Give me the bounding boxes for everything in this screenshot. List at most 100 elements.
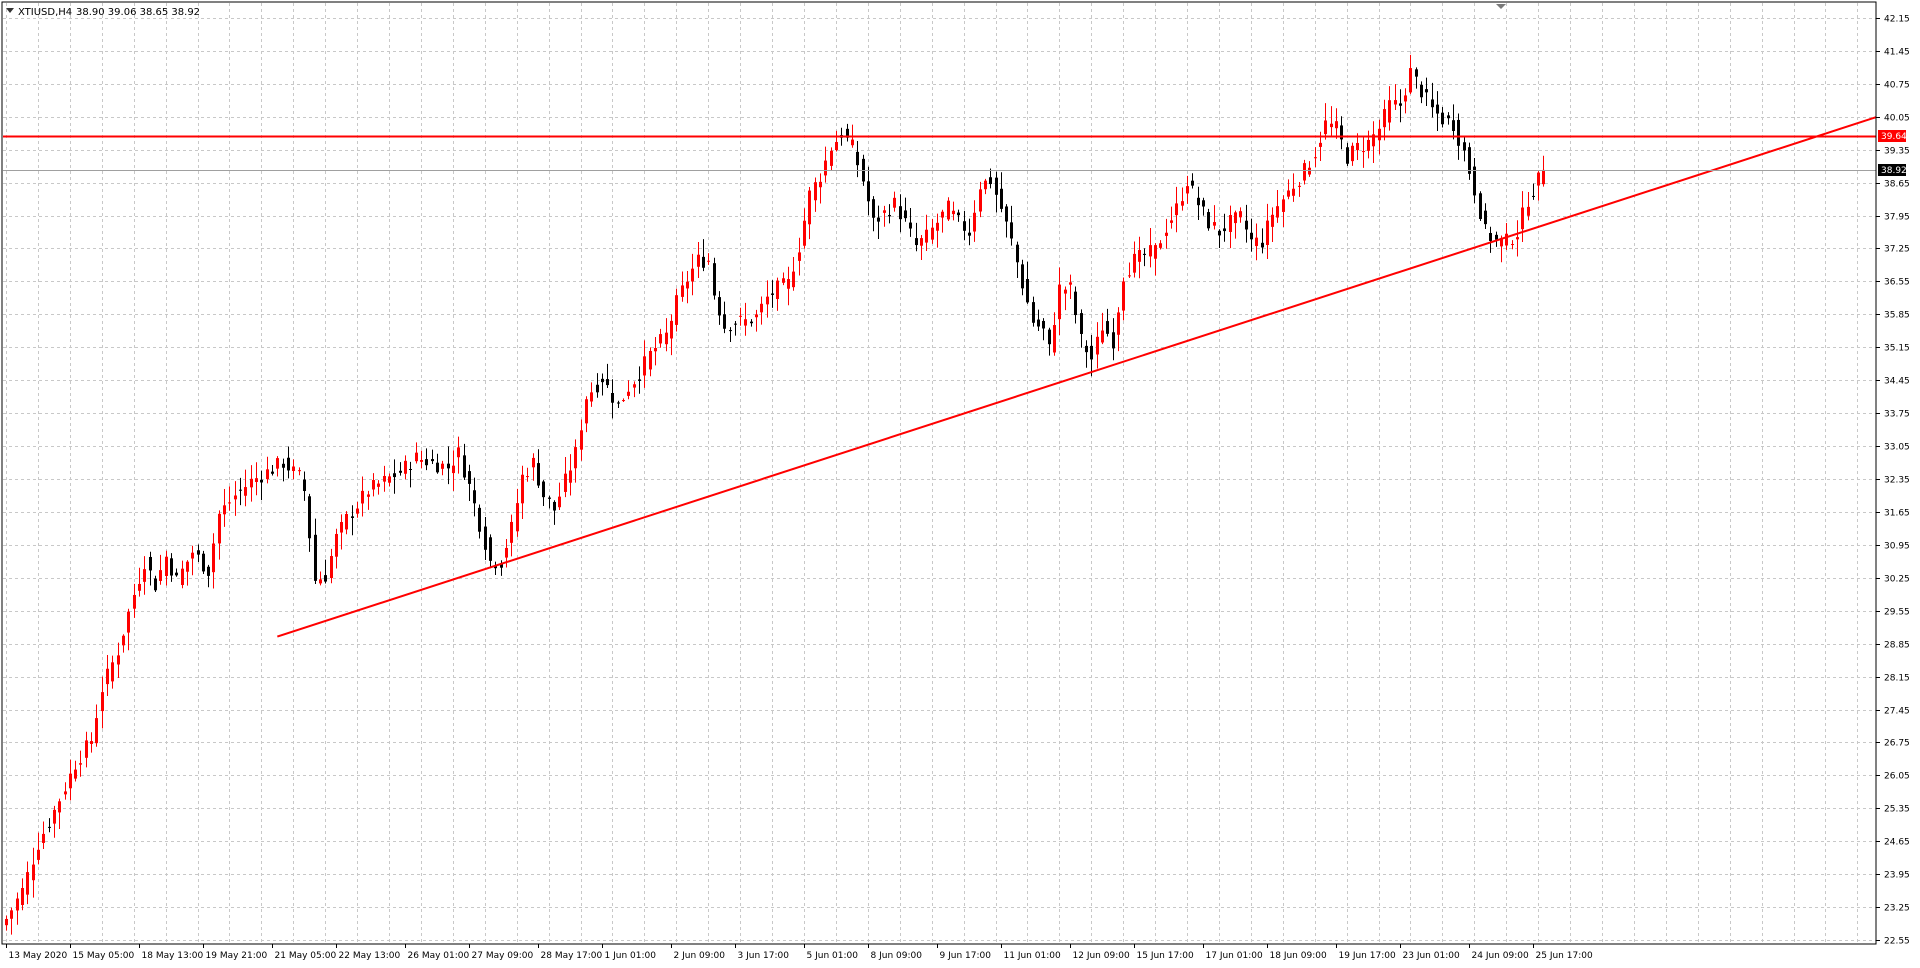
trendline[interactable] xyxy=(277,116,1877,638)
candle-body xyxy=(1112,332,1115,349)
time-tick-label: 26 May 01:00 xyxy=(408,951,470,961)
price-tick-label: 34.45 xyxy=(1884,377,1910,387)
candle-body xyxy=(904,210,907,219)
candle-body xyxy=(1425,89,1428,93)
candle-body xyxy=(489,537,492,561)
candle-body xyxy=(979,189,982,212)
time-tick-label: 11 Jun 01:00 xyxy=(1004,951,1061,961)
candle-body xyxy=(436,462,439,473)
time-tick-label: 19 Jun 17:00 xyxy=(1339,951,1396,961)
candle-body xyxy=(1468,147,1471,174)
candle-body xyxy=(1207,212,1210,229)
candle-body xyxy=(526,476,529,478)
candle-body xyxy=(585,399,588,424)
candle-body xyxy=(1495,234,1498,240)
candle-body xyxy=(723,314,726,329)
candle-body xyxy=(883,210,886,213)
time-axis[interactable]: 13 May 2020 15 May 05:00 18 May 13:00 19 Ma… xyxy=(6,944,1593,961)
candle-body xyxy=(244,487,247,496)
candle-body xyxy=(750,321,753,324)
price-tick-label: 39.35 xyxy=(1884,147,1910,157)
candle-body xyxy=(1314,157,1317,159)
candle-body xyxy=(1010,222,1013,239)
candle-body xyxy=(691,268,694,282)
candle-body xyxy=(1527,206,1530,216)
candle-body xyxy=(415,452,418,462)
candle-body xyxy=(601,378,604,383)
time-tick-label: 12 Jun 09:00 xyxy=(1073,951,1130,961)
candle-body xyxy=(202,553,205,572)
candle-body xyxy=(154,578,157,591)
candle-body xyxy=(1128,275,1131,277)
candle-body xyxy=(1181,201,1184,206)
candle-body xyxy=(298,470,301,472)
candle-body xyxy=(1362,151,1365,153)
price-tick-label: 22.55 xyxy=(1884,937,1910,947)
candle-body xyxy=(218,513,221,544)
price-tick-label: 25.35 xyxy=(1884,805,1910,815)
candle-body xyxy=(835,141,838,151)
candle-body xyxy=(537,463,540,486)
price-tick-label: 30.95 xyxy=(1884,542,1910,552)
price-tick-label: 27.45 xyxy=(1884,707,1910,717)
candle-body xyxy=(282,463,285,468)
candle-body xyxy=(255,478,258,483)
price-tick-label: 40.05 xyxy=(1884,114,1910,124)
candle-body xyxy=(117,655,120,665)
candle-body xyxy=(1521,207,1524,230)
candle-body xyxy=(963,221,966,231)
price-axis[interactable]: 42.15 41.45 40.75 40.05 39.35 38.65 37.95 37.25… xyxy=(1876,15,1910,947)
candle-body xyxy=(1500,237,1503,247)
candle-body xyxy=(808,190,811,225)
candle-body xyxy=(899,206,902,220)
candle-body xyxy=(1064,289,1067,294)
candle-body xyxy=(1154,245,1157,259)
candle-body xyxy=(127,611,130,633)
candle-body xyxy=(356,508,359,514)
candle-body xyxy=(1346,147,1349,164)
candle-body xyxy=(234,495,237,500)
candle-body xyxy=(32,864,35,881)
candle-body xyxy=(707,260,710,262)
price-tick-label: 38.65 xyxy=(1884,180,1910,190)
scroll-marker-icon[interactable] xyxy=(1496,4,1506,9)
candle-body xyxy=(1122,281,1125,311)
candle-body xyxy=(925,229,928,243)
candle-body xyxy=(1436,104,1439,114)
candle-body xyxy=(505,547,508,558)
candle-body xyxy=(5,918,8,926)
candle-body xyxy=(1101,330,1104,343)
candle-body xyxy=(90,741,93,744)
candle-body xyxy=(830,150,833,166)
candle-body xyxy=(1441,112,1444,125)
candle-body xyxy=(1170,220,1173,223)
candle-body xyxy=(941,211,944,218)
time-tick-label: 18 Jun 09:00 xyxy=(1270,951,1327,961)
candle-body xyxy=(58,801,61,813)
candle-body xyxy=(404,460,407,474)
candle-body xyxy=(1239,211,1242,218)
candle-body xyxy=(441,463,444,469)
candle-body xyxy=(1292,188,1295,196)
candle-body xyxy=(1069,282,1072,285)
candle-body xyxy=(1330,123,1333,128)
triangle-down-icon[interactable] xyxy=(6,8,14,13)
candle-body xyxy=(989,177,992,185)
candle-body xyxy=(1537,172,1540,186)
candle-body xyxy=(250,478,253,488)
candle-body xyxy=(1223,228,1226,232)
candle-body xyxy=(1042,320,1045,329)
candle-body xyxy=(138,583,141,591)
drawn-objects[interactable] xyxy=(3,116,1877,638)
candle-body xyxy=(973,212,976,232)
price-tick-label: 35.85 xyxy=(1884,311,1910,321)
candle-body xyxy=(888,215,891,217)
candle-body xyxy=(223,505,226,515)
candle-body xyxy=(340,522,343,533)
candle-body xyxy=(383,475,386,482)
candle-body xyxy=(947,200,950,220)
candle-body xyxy=(893,197,896,208)
time-tick-label: 8 Jun 09:00 xyxy=(871,951,923,961)
candle-body xyxy=(361,490,364,504)
